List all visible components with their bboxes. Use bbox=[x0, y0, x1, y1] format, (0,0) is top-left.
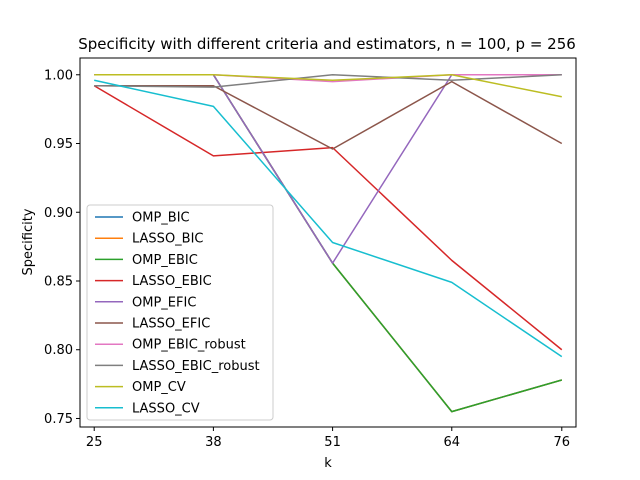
x-tick-label: 38 bbox=[205, 435, 222, 450]
legend-entry: LASSO_EBIC_robust bbox=[132, 359, 260, 374]
series-line-lasso-efic bbox=[94, 80, 563, 150]
legend-entry: LASSO_EBIC bbox=[132, 274, 212, 289]
legend-entry: OMP_BIC bbox=[132, 211, 190, 226]
legend-entry: LASSO_EFIC bbox=[132, 317, 210, 332]
series-line-omp-cv bbox=[94, 74, 562, 98]
legend-entry: OMP_CV bbox=[132, 380, 186, 395]
y-tick-label: 0.80 bbox=[44, 343, 73, 358]
x-tick-label: 51 bbox=[324, 435, 341, 450]
x-axis-ticks: 25 38 51 64 76 bbox=[86, 427, 570, 450]
y-axis-ticks: 0.75 0.80 0.85 0.90 0.95 1.00 bbox=[44, 68, 80, 427]
legend-entry: LASSO_CV bbox=[132, 401, 200, 416]
y-tick-label: 0.90 bbox=[44, 206, 73, 221]
series-line-lasso-cv bbox=[94, 79, 563, 358]
legend-entry: OMP_EBIC_robust bbox=[132, 338, 246, 353]
y-tick-label: 0.75 bbox=[44, 412, 73, 427]
x-tick-label: 25 bbox=[86, 435, 103, 450]
legend-box bbox=[86, 204, 274, 421]
y-tick-label: 1.00 bbox=[44, 68, 73, 83]
legend-entry: OMP_EFIC bbox=[132, 295, 196, 310]
y-tick-label: 0.85 bbox=[44, 274, 73, 289]
x-tick-label: 64 bbox=[443, 435, 460, 450]
y-axis-label: Specificity bbox=[21, 208, 36, 275]
series-line-lasso-ebic-robust bbox=[94, 74, 562, 88]
legend-entry: OMP_EBIC bbox=[132, 253, 198, 268]
y-tick-label: 0.95 bbox=[44, 137, 73, 152]
chart-title: Specificity with different criteria and … bbox=[78, 35, 576, 53]
legend: OMP_BIC LASSO_BIC OMP_EBIC LASSO_EBIC OMP_EF… bbox=[86, 204, 274, 421]
x-tick-label: 76 bbox=[554, 435, 571, 450]
plot-frame bbox=[79, 57, 577, 428]
series-line-lasso-ebic bbox=[93, 85, 563, 351]
x-axis-label: k bbox=[324, 456, 332, 471]
plot-lines bbox=[93, 74, 563, 413]
legend-entry: LASSO_BIC bbox=[132, 232, 204, 247]
